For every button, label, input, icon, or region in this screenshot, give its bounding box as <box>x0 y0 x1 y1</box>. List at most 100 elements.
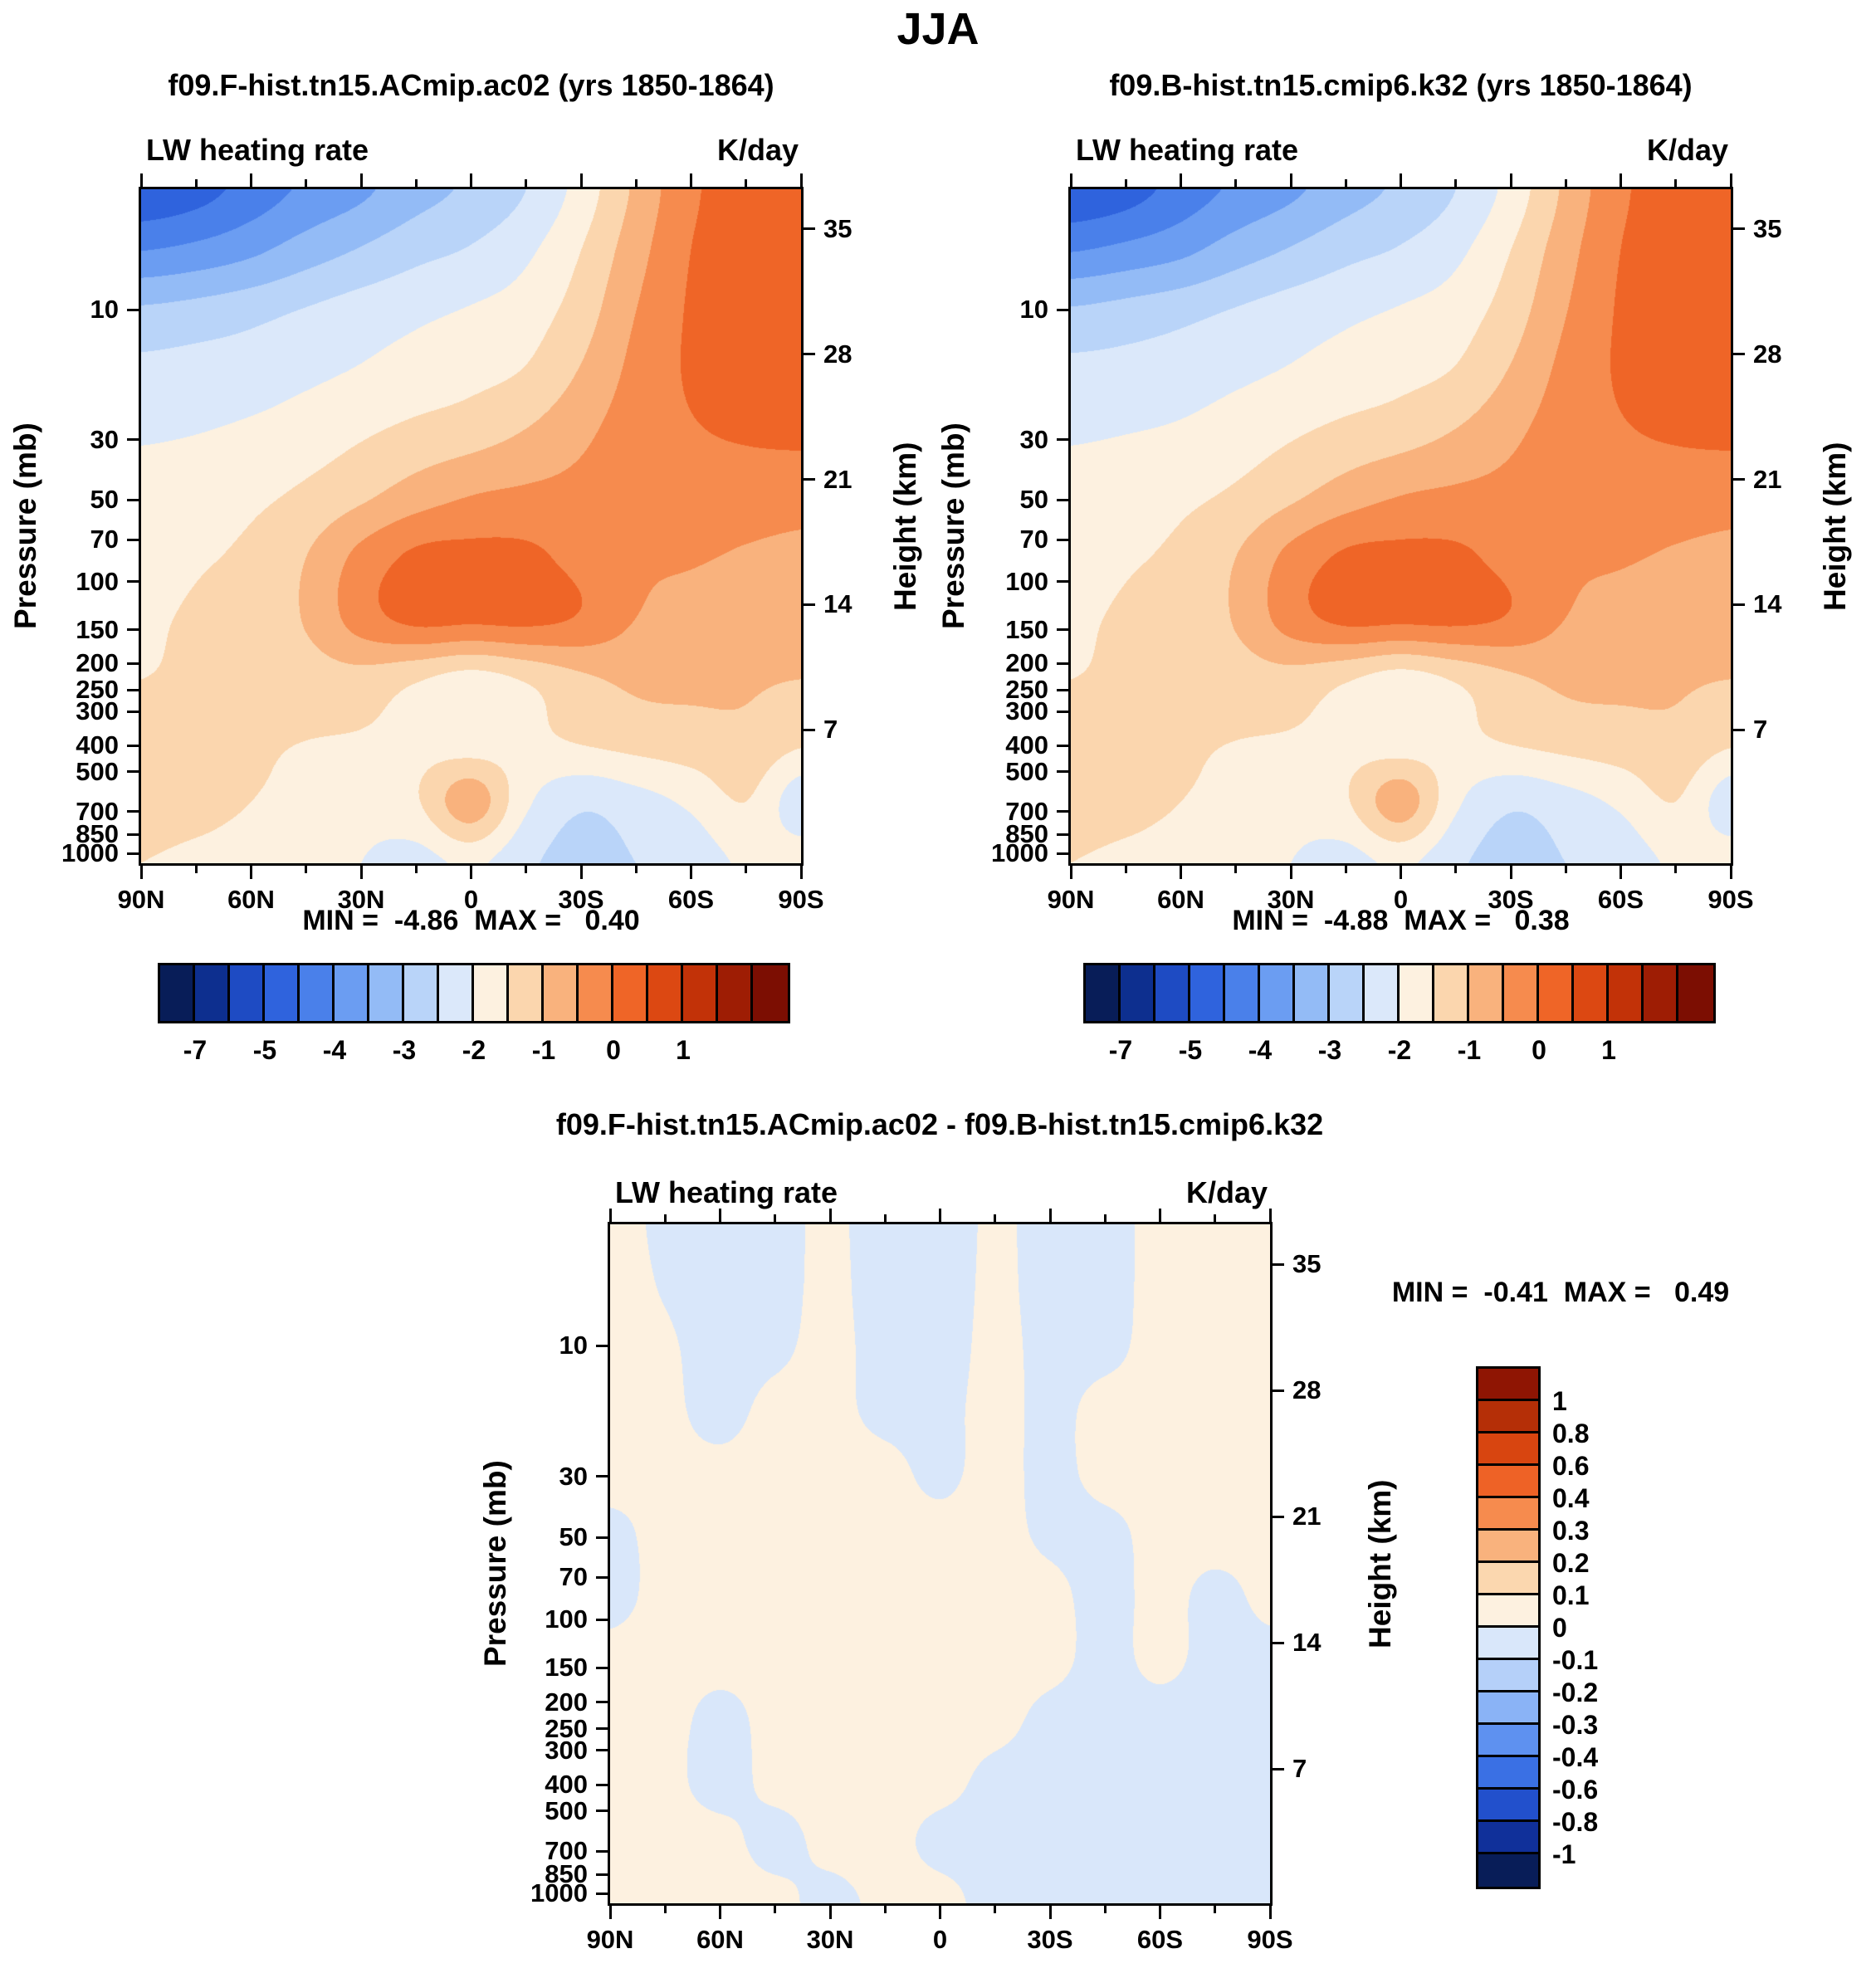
pressure-tick-label: 100 <box>76 566 119 596</box>
colorbar-tick-label: -5 <box>252 1035 277 1065</box>
lat-tick-label: 60N <box>227 885 275 914</box>
height-tick-label: 21 <box>1753 464 1782 494</box>
panel-c-units-label: K/day <box>1185 1175 1268 1209</box>
pressure-tick-label: 200 <box>1005 648 1048 678</box>
pressure-tick-mark <box>127 744 139 747</box>
pressure-tick-label: 700 <box>1005 796 1048 826</box>
height-tick-label: 35 <box>1292 1249 1322 1279</box>
pressure-tick-mark <box>127 770 139 774</box>
lat-tick-mark <box>1509 866 1512 879</box>
lat-tick-label: 0 <box>463 885 479 914</box>
lat-tick-mark <box>663 1906 667 1913</box>
colorbar-tick-label: 0.4 <box>1552 1483 1590 1513</box>
lat-tick-mark <box>305 179 308 187</box>
lat-tick-mark <box>1159 1906 1161 1919</box>
pressure-tick-mark <box>596 1783 608 1786</box>
colorbar-tick-label: 0.1 <box>1552 1580 1590 1610</box>
pressure-tick-label: 150 <box>76 614 119 644</box>
pressure-tick-mark <box>1057 308 1068 311</box>
lat-tick-mark <box>1674 179 1678 187</box>
lat-tick-mark <box>194 866 198 873</box>
pressure-tick-mark <box>127 852 139 855</box>
pressure-tick-label: 100 <box>1005 566 1048 596</box>
colorbar-cell <box>1609 965 1644 1021</box>
pressure-tick-mark <box>596 1849 608 1853</box>
panel-c-title: f09.F-hist.tn15.ACmip.ac02 - f09.B-hist.… <box>555 1107 1324 1141</box>
pressure-tick-mark <box>1057 538 1068 541</box>
lat-tick-mark <box>1124 866 1127 873</box>
pressure-tick-label: 150 <box>1005 614 1048 644</box>
height-tick-mark <box>1273 1515 1284 1518</box>
height-tick-mark <box>1273 1263 1284 1266</box>
lat-tick-label: 90S <box>778 885 824 914</box>
colorbar-tick-label: -1 <box>1457 1035 1482 1065</box>
panel-a-contour-canvas <box>141 189 801 863</box>
pressure-tick-label: 300 <box>1005 696 1048 726</box>
pressure-tick-label: 50 <box>1019 485 1048 515</box>
lat-tick-mark <box>1729 173 1732 187</box>
pressure-tick-label: 700 <box>76 796 119 826</box>
height-tick-mark <box>1733 728 1745 731</box>
pressure-tick-mark <box>127 498 139 501</box>
height-tick-mark <box>804 728 815 731</box>
colorbar-tick-label: -1 <box>531 1035 556 1065</box>
colorbar-tick-label: -0.2 <box>1552 1678 1599 1707</box>
height-tick-label: 21 <box>823 464 853 494</box>
lat-tick-mark <box>663 1214 667 1222</box>
colorbar-cell <box>300 965 335 1021</box>
colorbar-cell <box>335 965 369 1021</box>
panel-c-contour-canvas <box>610 1224 1270 1903</box>
pressure-tick-label: 30 <box>559 1461 588 1491</box>
pressure-tick-mark <box>596 1575 608 1579</box>
panel-a-units-label: K/day <box>716 133 799 167</box>
lat-tick-mark <box>1400 866 1402 879</box>
colorbar-tick-label: -0.3 <box>1552 1710 1599 1740</box>
colorbar-tick-label: -2 <box>1387 1035 1412 1065</box>
colorbar-cell <box>1478 1854 1538 1887</box>
pressure-tick-label: 30 <box>90 424 119 454</box>
height-tick-label: 7 <box>1753 715 1768 745</box>
panel-b-colorbar <box>1083 963 1716 1023</box>
lat-tick-mark <box>1620 866 1622 879</box>
pressure-tick-mark <box>127 628 139 632</box>
lat-tick-mark <box>194 179 198 187</box>
colorbar-cell <box>230 965 265 1021</box>
pressure-tick-mark <box>596 1344 608 1347</box>
lat-tick-label: 30N <box>806 1925 854 1954</box>
colorbar-cell <box>1330 965 1365 1021</box>
height-tick-mark <box>1273 1641 1284 1644</box>
height-tick-mark <box>1733 603 1745 606</box>
colorbar-tick-label: 0.6 <box>1552 1451 1590 1481</box>
lat-tick-mark <box>250 866 252 879</box>
pressure-tick-label: 10 <box>1019 295 1048 325</box>
height-tick-label: 7 <box>823 715 838 745</box>
colorbar-cell <box>1478 1466 1538 1498</box>
lat-tick-mark <box>579 866 583 879</box>
lat-tick-mark <box>799 866 803 879</box>
colorbar-tick-label: 1 <box>676 1035 691 1065</box>
height-tick-label: 35 <box>823 213 853 243</box>
colorbar-cell <box>648 965 683 1021</box>
colorbar-cell <box>1225 965 1260 1021</box>
pressure-tick-label: 10 <box>90 295 119 325</box>
colorbar-cell <box>579 965 613 1021</box>
lat-tick-mark <box>939 1209 941 1222</box>
pressure-tick-label: 700 <box>545 1836 588 1866</box>
lat-tick-mark <box>1103 1906 1107 1913</box>
lat-tick-mark <box>1454 866 1458 873</box>
height-tick-mark <box>1273 1767 1284 1770</box>
lat-tick-mark <box>1344 866 1347 873</box>
lat-tick-mark <box>250 173 252 187</box>
colorbar-cell <box>265 965 300 1021</box>
pressure-tick-label: 400 <box>76 730 119 760</box>
pressure-tick-mark <box>127 688 139 691</box>
pressure-tick-label: 500 <box>1005 756 1048 786</box>
pressure-tick-mark <box>596 1618 608 1621</box>
colorbar-tick-label: -4 <box>322 1035 347 1065</box>
lat-tick-mark <box>1214 1214 1217 1222</box>
colorbar-cell <box>1504 965 1539 1021</box>
pressure-tick-mark <box>596 1749 608 1752</box>
lat-tick-mark <box>1268 1209 1272 1222</box>
height-tick-label: 14 <box>1292 1628 1322 1658</box>
pressure-tick-label: 200 <box>76 648 119 678</box>
